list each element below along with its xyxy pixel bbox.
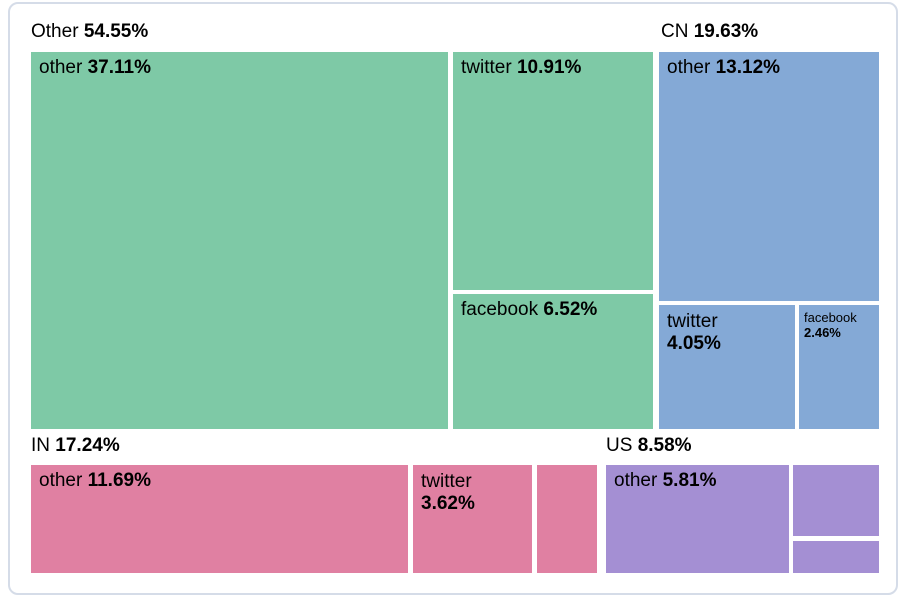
cell-percent: 2.46% xyxy=(804,325,841,340)
group-header-other: Other 54.55% xyxy=(31,21,148,43)
group-name: US xyxy=(606,435,633,456)
cell-name: twitter xyxy=(461,57,512,78)
cell-percent: 11.69% xyxy=(87,470,151,491)
group-percent: 19.63% xyxy=(693,21,759,42)
cell-percent: 10.91% xyxy=(516,57,582,78)
group-percent: 17.24% xyxy=(55,435,120,456)
group-header-cn: CN 19.63% xyxy=(661,21,758,43)
treemap-cell-us-other[interactable]: other 5.81% xyxy=(606,465,789,573)
treemap-cell-cn-facebook[interactable]: facebook 2.46% xyxy=(799,305,879,429)
cell-name: facebook xyxy=(461,299,539,320)
group-header-in: IN 17.24% xyxy=(31,435,120,457)
cell-name: other xyxy=(39,57,83,78)
treemap-cell-in-other[interactable]: other 11.69% xyxy=(31,465,408,573)
cell-percent: 3.62% xyxy=(421,493,475,514)
treemap-cell-us-unlabeled-2[interactable] xyxy=(793,541,879,573)
treemap-cell-cn-other[interactable]: other 13.12% xyxy=(659,52,879,301)
treemap-cell-in-twitter[interactable]: twitter 3.62% xyxy=(413,465,532,573)
treemap-cell-in-unlabeled[interactable] xyxy=(537,465,597,573)
cell-percent: 6.52% xyxy=(543,299,598,320)
cell-name: other xyxy=(39,470,83,491)
group-header-us: US 8.58% xyxy=(606,435,692,457)
cell-name: facebook xyxy=(804,310,857,325)
treemap-cell-cn-twitter[interactable]: twitter 4.05% xyxy=(659,305,795,429)
treemap-cell-other-facebook[interactable]: facebook 6.52% xyxy=(453,294,653,429)
treemap-cell-other-other[interactable]: other 37.11% xyxy=(31,52,448,429)
group-percent: 8.58% xyxy=(637,435,692,456)
group-name: CN xyxy=(661,21,689,42)
group-percent: 54.55% xyxy=(83,21,149,42)
cell-percent: 5.81% xyxy=(662,470,717,491)
cell-name: other xyxy=(614,470,658,491)
cell-name: other xyxy=(667,57,711,78)
group-name: Other xyxy=(31,21,79,42)
cell-name: twitter xyxy=(421,471,472,492)
cell-percent: 37.11% xyxy=(87,57,151,78)
cell-percent: 13.12% xyxy=(715,57,781,78)
group-name: IN xyxy=(31,435,50,456)
treemap-cell-us-unlabeled-1[interactable] xyxy=(793,465,879,536)
cell-percent: 4.05% xyxy=(667,333,721,354)
cell-name: twitter xyxy=(667,311,718,332)
treemap-cell-other-twitter[interactable]: twitter 10.91% xyxy=(453,52,653,290)
